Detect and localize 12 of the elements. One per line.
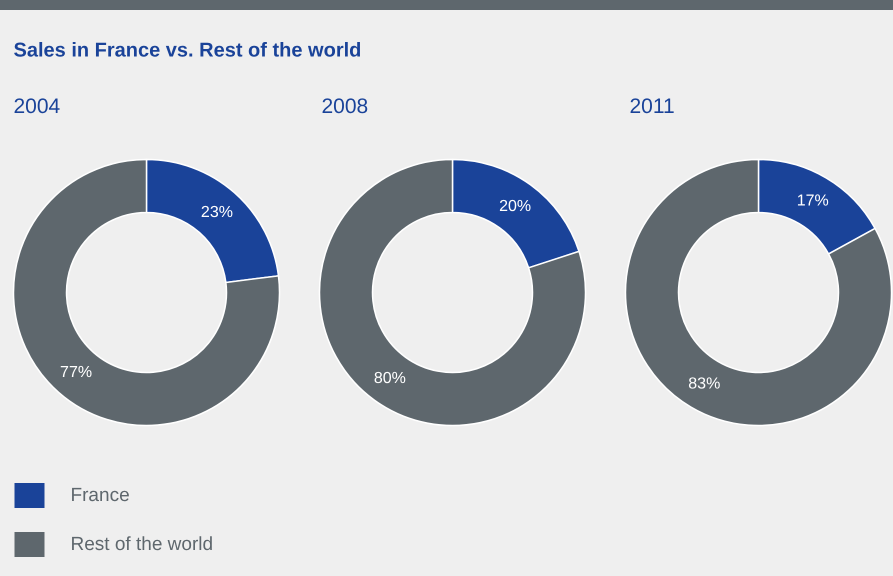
chart-subtitle: 2004 [14,95,61,118]
chart-subtitle: 2008 [322,95,368,118]
data-label: 77% [60,364,92,381]
data-label: 23% [200,204,233,222]
data-label: 20% [499,198,532,215]
data-label: 17% [796,192,829,210]
chart-title: Sales in France vs. Rest of the world [14,40,362,62]
legend-label: Rest of the world [70,534,214,555]
chart-subtitle: 2011 [630,95,675,118]
data-label: 80% [374,370,406,388]
legend-label: France [70,485,130,506]
data-label: 83% [688,376,720,393]
